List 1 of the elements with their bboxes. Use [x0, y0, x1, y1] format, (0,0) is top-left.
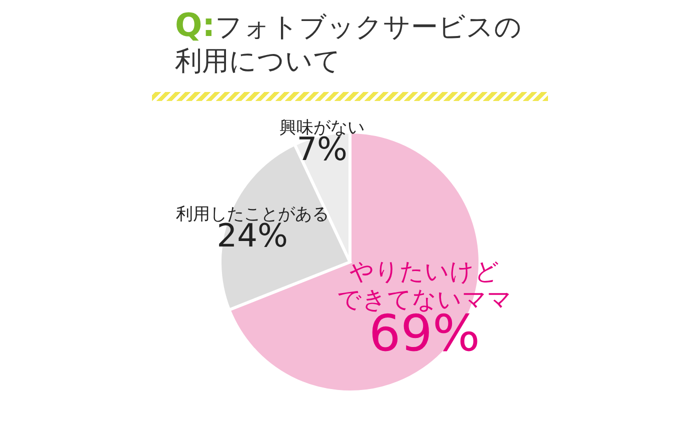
chart-title: Q:フォトブックサービスの利用について	[175, 6, 523, 79]
